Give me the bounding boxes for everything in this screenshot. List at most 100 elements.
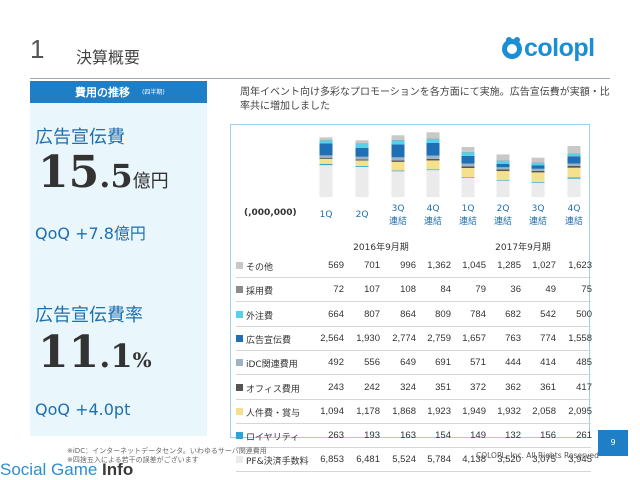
bar-segment-6-col-3 <box>426 139 440 143</box>
colopl-logo-icon <box>502 37 522 59</box>
table-row: ロイヤリティ 263 193 163 154 149 132 156 261 <box>236 425 592 449</box>
bar-segment-8-col-7 <box>567 146 581 154</box>
table-cell: 242 <box>364 381 380 393</box>
bar-segment-1-col-5 <box>496 180 510 181</box>
table-cell: 361 <box>540 381 556 393</box>
table-cell: 163 <box>400 430 416 442</box>
bar-segment-8-col-0 <box>319 137 333 141</box>
table-cell: 3,945 <box>568 454 592 466</box>
legend-swatch <box>236 310 243 318</box>
footnote-idc: ※iDC：インターネットデータセンタ。いわゆるサーバ関連費用 <box>67 447 267 455</box>
table-cell: 1,923 <box>427 405 451 417</box>
table-cell: 1,930 <box>356 332 380 344</box>
bar-segment-1-col-6 <box>531 181 545 183</box>
consolidated-label: 連結 <box>528 217 547 227</box>
ad-cost-ratio-unit: % <box>132 348 152 372</box>
table-cell: 5,784 <box>427 454 451 466</box>
table-cell: 1,657 <box>462 332 486 344</box>
bar-segment-0-col-6 <box>531 182 545 197</box>
bar-segment-2-col-0 <box>319 158 333 164</box>
table-cell: 774 <box>540 332 556 344</box>
bar-segment-4-col-5 <box>496 167 510 170</box>
table-cell: 1,178 <box>356 405 380 417</box>
table-cell: 75 <box>581 284 592 296</box>
bar-segment-5-col-6 <box>531 165 545 169</box>
bar-segment-8-col-3 <box>426 132 440 139</box>
ad-cost-label: 広告宣伝費 <box>35 127 125 148</box>
consolidated-label: 連結 <box>423 217 442 227</box>
quarter-label: 2Q <box>355 210 369 220</box>
quarter-header: 2Q <box>345 209 379 222</box>
quarter-header: 1Q <box>309 209 343 222</box>
table-cell: 84 <box>440 284 451 296</box>
bar-segment-2-col-1 <box>355 160 369 166</box>
quarter-header: 1Q 連結 <box>451 203 485 229</box>
table-frame <box>230 124 590 438</box>
table-cell: 569 <box>328 260 344 271</box>
table-cell: 807 <box>364 308 380 320</box>
table-cell: 1,558 <box>568 332 592 344</box>
ad-cost-ratio-main: 11 <box>38 327 100 378</box>
bar-segment-0-col-7 <box>567 178 581 197</box>
legend-swatch <box>236 432 243 440</box>
bar-segment-6-col-5 <box>496 160 510 164</box>
table-cell: 351 <box>435 381 451 393</box>
table-cell: 2,058 <box>532 405 556 417</box>
row-label: 人件費・賞与 <box>246 408 301 419</box>
table-cell: 36 <box>510 284 521 296</box>
year-label-2016: 2016年9月期 <box>353 243 409 253</box>
watermark-part1: Social Game <box>0 460 103 479</box>
row-label: 広告宣伝費 <box>246 335 292 346</box>
table-row: 広告宣伝費 2,564 1,930 2,774 2,759 1,657 763 774 1,55… <box>236 328 592 351</box>
legend-swatch <box>236 407 243 415</box>
table-cell: 701 <box>364 260 380 271</box>
bar-segment-0-col-2 <box>391 171 405 197</box>
bar-segment-8-col-6 <box>531 157 545 163</box>
panel-heading-subtitle: (四半期) <box>142 89 165 96</box>
table-row: iDC関連費用 492 556 649 691 571 444 414 485 <box>236 352 592 376</box>
table-cell: 996 <box>400 260 416 271</box>
table-cell: 3,520 <box>497 454 521 466</box>
row-label: ロイヤリティ <box>246 433 300 444</box>
table-cell: 1,868 <box>392 405 416 417</box>
table-cell: 4,138 <box>462 454 486 466</box>
row-label: その他 <box>246 263 274 273</box>
bar-segment-4-col-7 <box>567 163 581 166</box>
table-cell: 372 <box>470 381 486 393</box>
bar-segment-8-col-4 <box>461 147 475 152</box>
bar-segment-3-col-5 <box>496 169 510 172</box>
table-cell: 1,949 <box>462 405 486 417</box>
table-cell: 156 <box>540 430 556 442</box>
bar-segment-5-col-4 <box>461 155 475 164</box>
description-text: 周年イベント向け多彩なプロモーションを各方面にて実施。広告宣伝費が実額・比率共に… <box>240 87 610 112</box>
table-cell: 2,774 <box>392 332 416 344</box>
table-cell: 784 <box>470 308 486 320</box>
table-cell: 5,524 <box>392 454 416 466</box>
table-cell: 2,759 <box>427 332 451 344</box>
bar-segment-3-col-3 <box>426 158 440 161</box>
quarter-header: 4Q 連結 <box>416 203 450 229</box>
bar-segment-2-col-5 <box>496 171 510 181</box>
quarter-label: 4Q <box>567 204 581 214</box>
ad-cost-value-main: 15 <box>38 147 100 198</box>
legend-swatch <box>236 359 243 367</box>
bar-segment-6-col-6 <box>531 162 545 166</box>
section-number: 1 <box>30 34 45 64</box>
bar-segment-6-col-4 <box>461 152 475 156</box>
table-cell: 3,075 <box>532 454 556 466</box>
table-cell: 414 <box>540 357 556 369</box>
bar-segment-8-col-5 <box>496 154 510 161</box>
bar-segment-5-col-0 <box>319 143 333 156</box>
table-cell: 1,027 <box>532 260 556 271</box>
bar-segment-3-col-2 <box>391 160 405 162</box>
bar-segment-4-col-2 <box>391 157 405 161</box>
quarter-header: 3Q 連結 <box>381 203 415 229</box>
table-cell: 1,094 <box>320 405 344 417</box>
bar-segment-3-col-7 <box>567 165 581 168</box>
table-cell: 763 <box>505 332 521 344</box>
table-cell: 864 <box>400 308 416 320</box>
ad-cost-ratio-value: 11.1% <box>38 327 152 378</box>
logo-text: colopl <box>524 34 595 62</box>
table-cell: 444 <box>505 357 521 369</box>
